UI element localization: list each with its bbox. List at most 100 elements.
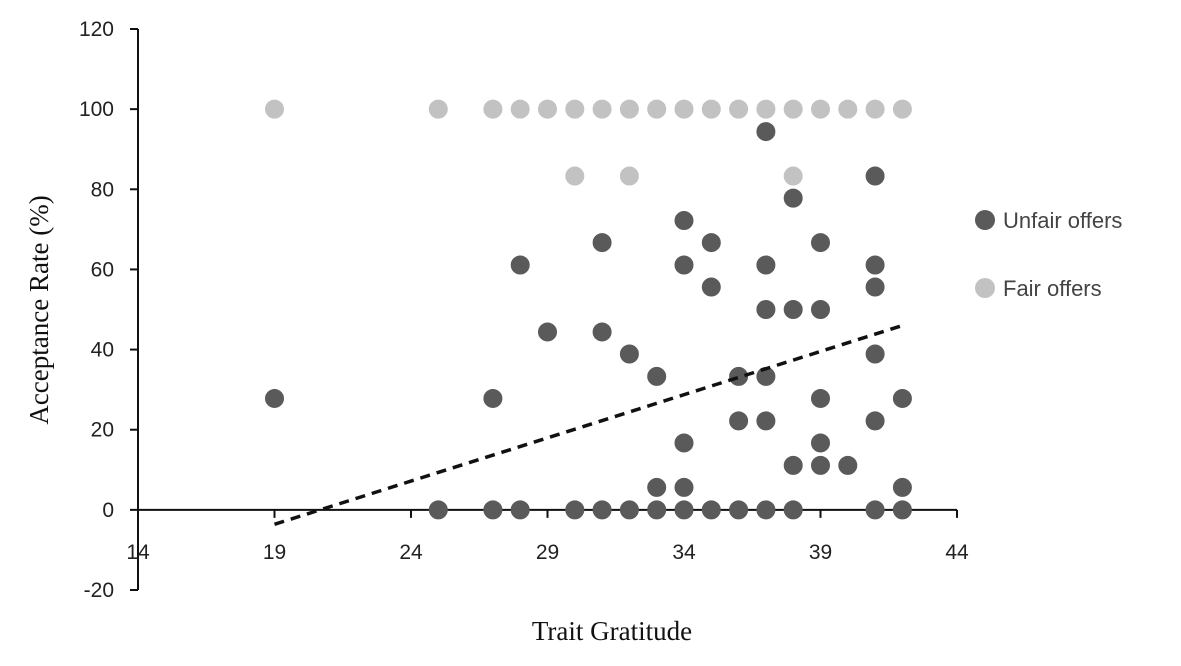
point-unfair-offers [701,277,721,297]
point-unfair-offers [265,388,284,408]
x-tick-label: 14 [126,541,150,564]
point-unfair-offers [428,500,448,520]
y-tick-label: -20 [84,579,114,602]
point-unfair-offers [838,455,858,475]
point-unfair-offers [783,500,803,520]
y-tick-label: 100 [79,98,114,121]
point-unfair-offers [811,300,830,319]
point-unfair-offers [892,477,912,497]
point-fair-offers [510,99,530,119]
legend-marker-fair-offers [975,278,995,298]
data-points [265,99,912,520]
point-fair-offers [701,99,721,119]
point-unfair-offers [811,433,830,453]
y-ticks: -20 0 20 40 60 80 100 120 [79,18,138,602]
x-tick-label: 44 [945,541,969,564]
point-unfair-offers [865,255,885,275]
point-fair-offers [538,99,557,119]
point-unfair-offers [674,255,694,275]
point-unfair-offers [510,255,530,275]
point-fair-offers [811,99,830,119]
point-fair-offers [838,99,858,119]
legend: Unfair offers Fair offers [975,208,1122,301]
x-tick-label: 19 [263,541,286,564]
point-unfair-offers [592,233,612,253]
x-tick-label: 24 [399,541,423,564]
legend-marker-unfair-offers [975,210,995,230]
point-unfair-offers [811,233,830,253]
x-tick-label: 39 [809,541,832,564]
y-tick-label: 0 [102,499,114,522]
y-axis-title: Acceptance Rate (%) [24,195,54,424]
point-unfair-offers [729,500,749,520]
point-unfair-offers [756,300,776,319]
y-tick-label: 40 [91,339,114,362]
point-fair-offers [619,166,639,186]
point-unfair-offers [701,233,721,253]
y-tick-label: 20 [91,419,114,442]
point-unfair-offers [647,500,667,520]
point-unfair-offers [619,344,639,364]
point-unfair-offers [729,411,749,431]
point-unfair-offers [811,388,830,408]
point-unfair-offers [592,500,612,520]
point-unfair-offers [619,500,639,520]
point-unfair-offers [756,411,776,431]
point-unfair-offers [756,122,776,142]
point-unfair-offers [483,500,503,520]
point-unfair-offers [865,166,885,186]
point-unfair-offers [674,477,694,497]
point-fair-offers [729,99,749,119]
point-unfair-offers [756,500,776,520]
point-unfair-offers [783,455,803,475]
x-ticks: 14 19 24 29 34 39 44 [126,509,969,564]
point-fair-offers [483,99,503,119]
point-unfair-offers [510,500,530,520]
point-fair-offers [565,99,585,119]
point-fair-offers [674,99,694,119]
point-unfair-offers [674,211,694,231]
y-tick-label: 80 [91,178,114,201]
x-tick-label: 29 [536,541,559,564]
point-unfair-offers [892,388,912,408]
point-unfair-offers [674,500,694,520]
point-fair-offers [265,99,284,119]
point-unfair-offers [674,433,694,453]
legend-label-fair-offers: Fair offers [1003,276,1102,301]
point-unfair-offers [565,500,585,520]
point-unfair-offers [865,500,885,520]
point-unfair-offers [865,344,885,364]
point-unfair-offers [756,255,776,275]
y-tick-label: 60 [91,258,114,281]
point-fair-offers [892,99,912,119]
point-fair-offers [756,99,776,119]
trendline [273,323,903,526]
point-unfair-offers [865,411,885,431]
point-unfair-offers [538,322,557,342]
x-axis-title: Trait Gratitude [532,616,692,646]
point-unfair-offers [729,366,749,386]
point-fair-offers [428,99,448,119]
point-unfair-offers [892,500,912,520]
point-unfair-offers [483,388,503,408]
point-unfair-offers [592,322,612,342]
point-fair-offers [619,99,639,119]
point-unfair-offers [783,188,803,208]
y-tick-label: 120 [79,18,114,41]
point-unfair-offers [865,277,885,297]
point-unfair-offers [647,477,667,497]
point-fair-offers [783,166,803,186]
point-fair-offers [592,99,612,119]
point-fair-offers [647,99,667,119]
point-fair-offers [783,99,803,119]
point-fair-offers [565,166,585,186]
point-unfair-offers [701,500,721,520]
legend-label-unfair-offers: Unfair offers [1003,208,1122,233]
point-fair-offers [865,99,885,119]
axes: 14 19 24 29 34 39 44 -20 0 20 40 60 80 100 120 [79,18,969,602]
point-unfair-offers [647,366,667,386]
x-tick-label: 34 [672,541,696,564]
point-unfair-offers [811,455,830,475]
point-unfair-offers [783,300,803,319]
